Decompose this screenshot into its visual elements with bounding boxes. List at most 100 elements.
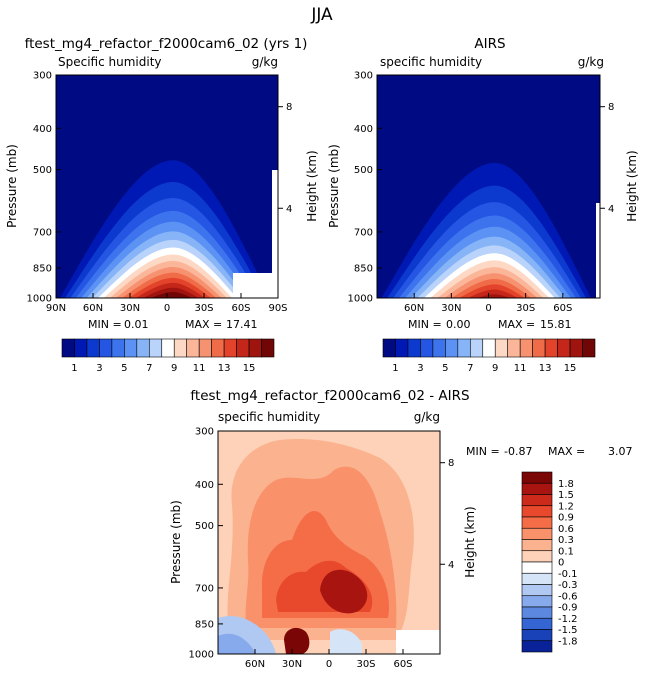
contour-field: [218, 431, 440, 654]
colorbar-swatch: [532, 338, 546, 358]
panel-title: AIRS: [474, 36, 505, 52]
height-tick: 8: [278, 102, 292, 113]
colorbar-swatch: [469, 338, 484, 358]
y-tick: 1000: [348, 294, 382, 305]
x-tick-label: 90N: [46, 303, 66, 314]
colorbar-label: 11: [514, 363, 527, 374]
colorbar-swatch: [211, 338, 225, 358]
diff-contour-max: [284, 627, 310, 654]
colorbar-swatch: [173, 338, 188, 358]
min-value: -0.87: [504, 445, 532, 458]
contour-level: [467, 289, 518, 298]
y-tick-label: 850: [195, 619, 214, 630]
colorbar-label: 0.1: [558, 546, 574, 557]
colorbar-label: 11: [193, 363, 206, 374]
y-tick: 850: [354, 263, 382, 274]
colorbar-swatch: [521, 550, 553, 563]
colorbar-swatch: [521, 505, 553, 518]
height-tick: 8: [440, 458, 454, 469]
colorbar-swatch: [223, 338, 237, 358]
y-tick-label: 300: [195, 427, 214, 438]
y-tick-label: 400: [33, 124, 52, 135]
colorbar-swatch: [482, 338, 496, 358]
colorbar-label: -1.2: [558, 614, 578, 625]
colorbar-label: -1.5: [558, 625, 578, 636]
colorbar-label: -1.8: [558, 636, 578, 647]
x-tick-label: 0: [164, 303, 170, 314]
panel-model: ftest_mg4_refactor_f2000cam6_02 (yrs 1) …: [5, 36, 319, 374]
colorbar-swatch: [557, 338, 571, 358]
y-tick-label: 700: [33, 227, 52, 238]
colorbar-label: 13: [218, 363, 231, 374]
page-title: JJA: [310, 5, 333, 25]
colorbar: 1 3 5 7 9 11 13 15: [382, 338, 596, 374]
variable-label: specific humidity: [380, 55, 482, 69]
x-tick-label: 30S: [516, 303, 535, 314]
y-tick: 700: [33, 227, 61, 238]
colorbar-swatch: [148, 338, 163, 358]
x-tick-label: 60N: [245, 659, 265, 670]
colorbar-label: 5: [121, 363, 127, 374]
colorbar-label: 3: [417, 363, 423, 374]
colorbar-label: -0.1: [558, 569, 578, 580]
contour-field: [377, 75, 600, 298]
colorbar-swatch: [124, 338, 138, 358]
x-tick: 60N: [404, 293, 424, 314]
colorbar-swatch: [236, 338, 250, 358]
colorbar-label: 1.2: [558, 501, 574, 512]
variable-label: Specific humidity: [58, 55, 162, 69]
y-axis-label: Pressure (mb): [5, 144, 19, 228]
x-tick: 0: [326, 649, 332, 670]
y-tick: 400: [33, 124, 61, 135]
x-tick-label: 60S: [231, 303, 250, 314]
y-tick-label: 1000: [348, 294, 373, 305]
x-tick: 0: [164, 293, 170, 314]
colorbar-swatch: [521, 471, 553, 484]
colorbar-label: 0: [558, 558, 564, 569]
x-tick-label: 30N: [282, 659, 302, 670]
colorbar-swatch: [198, 338, 212, 358]
colorbar-swatch: [186, 338, 200, 358]
max-value: 3.07: [608, 445, 633, 458]
x-tick: 30N: [441, 293, 461, 314]
y-axis-label: Pressure (mb): [169, 500, 183, 584]
height-tick-label: 8: [448, 458, 454, 469]
colorbar-swatch: [420, 338, 434, 358]
colorbar-label: 15: [564, 363, 577, 374]
panel-difference: ftest_mg4_refactor_f2000cam6_02 - AIRS s…: [169, 388, 633, 670]
right-axis-label: Height (km): [305, 150, 319, 221]
missing-data-mask: [272, 170, 278, 273]
colorbar-swatch: [521, 482, 553, 495]
x-tick: 60S: [231, 293, 251, 314]
y-tick-label: 300: [33, 71, 52, 82]
colorbar-swatch: [521, 572, 553, 585]
colorbar-swatch: [582, 338, 596, 358]
y-tick: 850: [33, 263, 61, 274]
units-label: g/kg: [578, 55, 604, 69]
x-tick-label: 60S: [393, 659, 412, 670]
min-label: MIN =: [466, 445, 500, 458]
missing-data-mask: [596, 203, 600, 298]
colorbar-label: 3: [96, 363, 102, 374]
y-tick: 850: [195, 619, 223, 630]
colorbar-swatch: [445, 338, 459, 358]
colorbar-swatch: [261, 338, 275, 358]
height-tick-label: 8: [608, 102, 614, 113]
right-axis-label: Height (km): [463, 506, 477, 577]
colorbar-swatch: [382, 338, 396, 358]
y-tick: 1000: [27, 294, 61, 305]
y-tick: 400: [354, 124, 382, 135]
colorbar-swatch: [136, 338, 150, 358]
x-tick-label: 60N: [404, 303, 424, 314]
x-tick: 30N: [120, 293, 140, 314]
colorbar-swatch: [111, 338, 125, 358]
x-tick-label: 30N: [441, 303, 461, 314]
max-label: MAX =: [548, 445, 585, 458]
colorbar-swatch: [521, 584, 553, 597]
y-tick: 500: [354, 165, 382, 176]
colorbar-swatch: [507, 338, 521, 358]
y-tick: 500: [195, 521, 223, 532]
y-tick-label: 400: [354, 124, 373, 135]
colorbar-label: 1: [392, 363, 398, 374]
